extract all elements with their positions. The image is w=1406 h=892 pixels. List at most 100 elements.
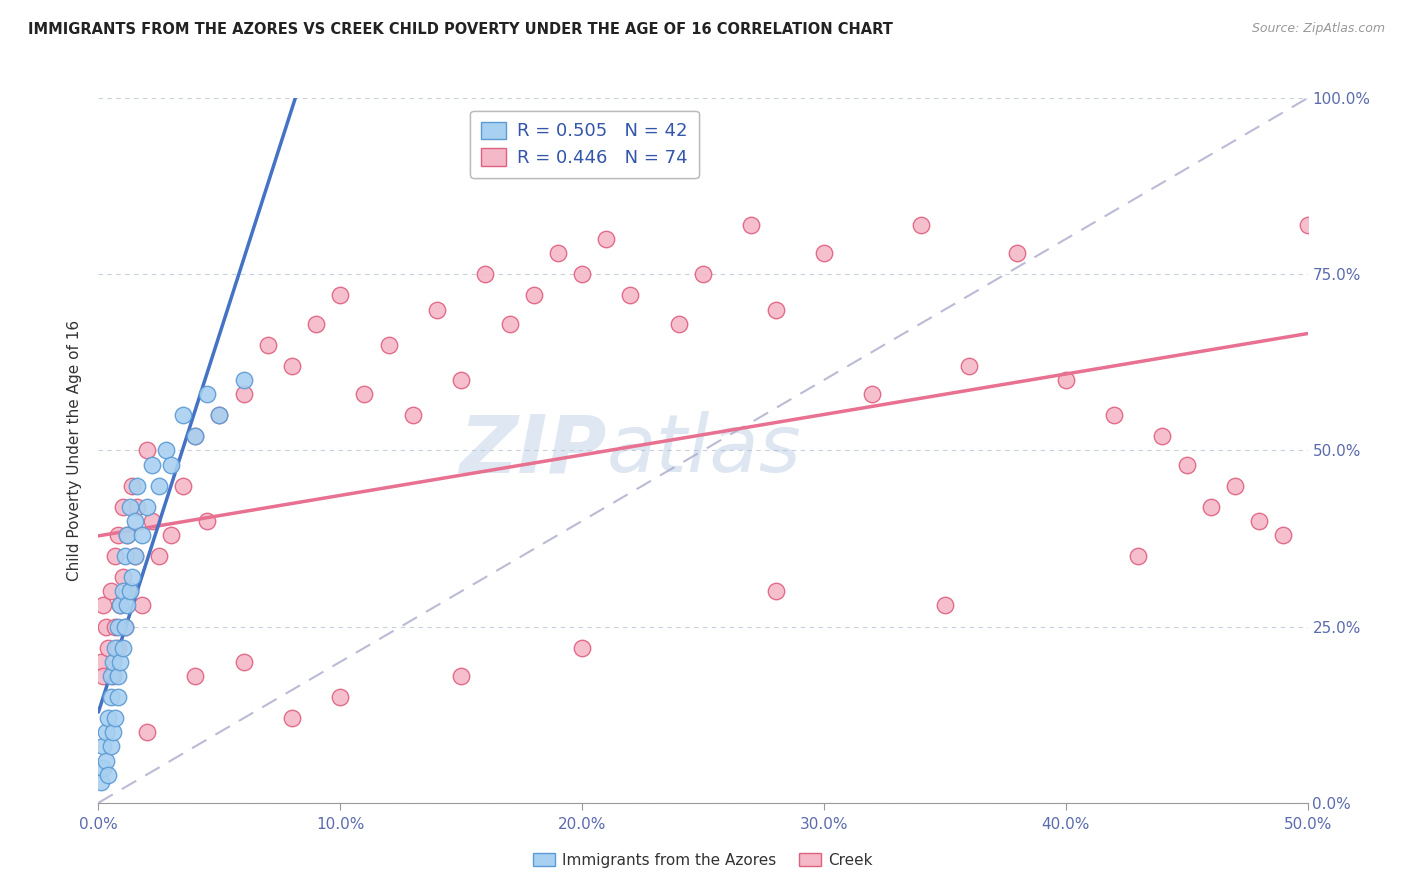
Point [860,387,883,401]
Point [232,655,254,669]
Point [305,317,328,331]
Point [97,767,120,781]
Point [118,584,141,599]
Point [111,570,134,584]
Point [91,760,114,774]
Point [172,478,194,492]
Point [131,599,153,613]
Point [1102,408,1125,422]
Y-axis label: Child Poverty Under the Age of 16: Child Poverty Under the Age of 16 [67,320,83,581]
Point [107,669,129,683]
Text: atlas: atlas [606,411,801,490]
Point [94,725,117,739]
Point [97,711,120,725]
Point [94,619,117,633]
Point [1152,429,1174,443]
Point [910,218,932,232]
Point [108,599,131,613]
Text: IMMIGRANTS FROM THE AZORES VS CREEK CHILD POVERTY UNDER THE AGE OF 16 CORRELATIO: IMMIGRANTS FROM THE AZORES VS CREEK CHIL… [28,22,893,37]
Point [155,443,177,458]
Point [131,528,153,542]
Point [121,570,143,584]
Point [94,754,117,768]
Point [111,500,134,514]
Point [141,514,163,528]
Point [402,408,425,422]
Point [107,619,129,633]
Point [90,655,112,669]
Point [108,655,131,669]
Point [765,302,787,317]
Point [184,429,207,443]
Point [1272,528,1295,542]
Point [523,288,546,302]
Point [1128,549,1150,564]
Point [595,232,617,246]
Point [117,528,139,542]
Point [256,338,278,352]
Point [740,218,762,232]
Point [124,549,146,564]
Point [450,373,472,387]
Point [114,619,136,633]
Point [619,288,641,302]
Point [184,669,207,683]
Point [111,584,134,599]
Point [160,458,183,472]
Point [172,408,194,422]
Point [121,478,143,492]
Point [100,739,122,754]
Point [91,599,114,613]
Point [91,739,114,754]
Point [353,387,375,401]
Point [90,774,112,789]
Point [100,584,122,599]
Point [1296,218,1319,232]
Point [111,640,134,655]
Point [108,599,131,613]
Point [100,690,122,705]
Point [104,711,127,725]
Point [107,640,129,655]
Point [107,690,129,705]
Point [127,478,149,492]
Point [104,640,127,655]
Point [1223,478,1246,492]
Point [184,429,207,443]
Point [377,338,399,352]
Point [1054,373,1077,387]
Point [208,408,231,422]
Point [97,640,120,655]
Point [329,690,352,705]
Point [208,408,231,422]
Point [104,619,127,633]
Point [91,669,114,683]
Point [104,549,127,564]
Point [450,669,472,683]
Point [127,500,149,514]
Point [117,599,139,613]
Point [195,387,218,401]
Point [957,359,980,373]
Point [1199,500,1222,514]
Text: ZIP: ZIP [458,411,606,490]
Point [135,725,157,739]
Point [765,584,787,599]
Point [934,599,956,613]
Point [124,549,146,564]
Point [118,500,141,514]
Point [124,514,146,528]
Point [148,549,170,564]
Point [474,268,496,282]
Point [101,669,124,683]
Point [107,528,129,542]
Text: Source: ZipAtlas.com: Source: ZipAtlas.com [1251,22,1385,36]
Point [571,268,593,282]
Point [668,317,690,331]
Point [813,246,835,260]
Point [101,655,124,669]
Point [160,528,183,542]
Point [498,317,520,331]
Point [114,549,136,564]
Point [1007,246,1029,260]
